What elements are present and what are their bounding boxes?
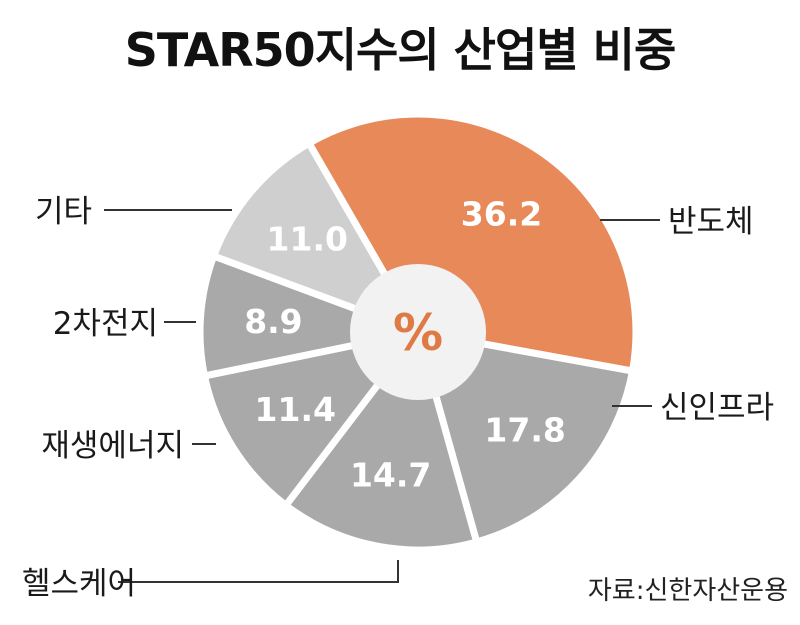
category-label-3: 헬스케어 <box>22 566 136 602</box>
category-label-4: 재생에너지 <box>41 428 184 464</box>
value-label-3: 14.7 <box>350 455 431 494</box>
leader-lines <box>104 209 660 583</box>
chart-title: STAR50지수의 산업별 비중 <box>124 23 677 77</box>
value-label-6: 11.0 <box>267 219 348 258</box>
value-label-5: 8.9 <box>244 302 302 341</box>
category-label-1: 반도체 <box>668 204 754 240</box>
center-hole <box>350 264 486 400</box>
category-label-6: 기타 <box>35 194 92 230</box>
pie-slice-5 <box>196 252 422 380</box>
leader-line-3 <box>118 560 399 583</box>
pie-slice-1 <box>305 110 640 375</box>
value-labels: 36.2 17.8 14.7 11.4 8.9 11.0 <box>244 194 566 494</box>
pie-slice-4 <box>200 328 422 509</box>
value-label-2: 17.8 <box>484 411 565 450</box>
category-label-5: 2차전지 <box>53 306 158 342</box>
center-percent-label: % <box>393 304 443 362</box>
pie-slices <box>196 110 640 554</box>
pie-slice-2 <box>414 328 636 546</box>
value-label-1: 36.2 <box>461 194 542 233</box>
category-label-2: 신인프라 <box>660 390 774 426</box>
pie-slice-6 <box>210 139 422 336</box>
value-label-4: 11.4 <box>255 390 336 429</box>
source-note: 자료:신한자산운용 <box>587 576 788 606</box>
